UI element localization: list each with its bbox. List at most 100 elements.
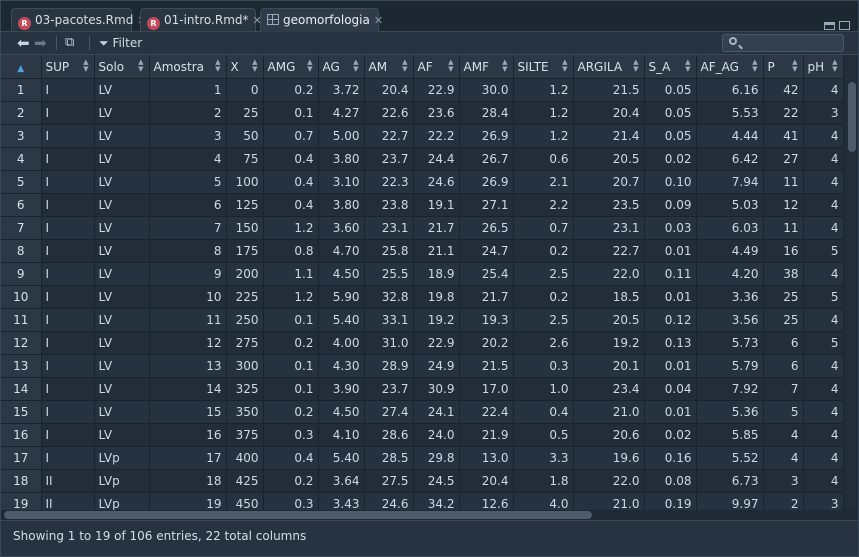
- table-row[interactable]: 1 I LV 1 0 0.2 3.72 20.4 22.9 30.0 1.2 21.5 0.05 6.16…: [1, 78, 844, 102]
- table-cell: 7.92: [696, 377, 764, 401]
- column-header[interactable]: AF_AG ▲ ▼: [696, 55, 764, 79]
- table-cell: 1.2: [263, 216, 319, 240]
- column-header[interactable]: AMG ▲ ▼: [263, 55, 319, 79]
- table-cell: 22.0: [573, 262, 645, 286]
- back-arrow-icon[interactable]: ⬅: [17, 34, 30, 52]
- table-cell: 22.9: [413, 331, 460, 355]
- row-number: 18: [1, 469, 42, 493]
- table-cell: 23.6: [413, 101, 460, 125]
- table-row[interactable]: 9 I LV 9 200 1.1 4.50 25.5 18.9 25.4 2.5 22.0 0.11 4.…: [1, 262, 844, 286]
- column-header[interactable]: AF ▲ ▼: [413, 55, 460, 79]
- table-cell: 0.01: [644, 354, 697, 378]
- table-row[interactable]: 6 I LV 6 125 0.4 3.80 23.8 19.1 27.1 2.2 23.5 0.09 5.…: [1, 193, 844, 217]
- table-cell: 150: [226, 216, 264, 240]
- table-row[interactable]: 2 I LV 2 25 0.1 4.27 22.6 23.6 28.4 1.2 20.4 0.05 5.5…: [1, 101, 844, 125]
- tab-geomorfologia[interactable]: geomorfologia ✕: [260, 8, 383, 32]
- table-cell: 25.8: [364, 239, 414, 263]
- column-header-label: AF: [417, 59, 433, 74]
- column-header-label: pH: [807, 59, 825, 74]
- table-body: 1 I LV 1 0 0.2 3.72 20.4 22.9 30.0 1.2 21.5 0.05 6.16…: [1, 78, 844, 510]
- table-cell: 26.5: [459, 216, 514, 240]
- sort-toggle-icon: ▲ ▼: [562, 58, 568, 73]
- table-cell: 4: [803, 78, 844, 102]
- table-cell: 8: [149, 239, 227, 263]
- table-cell: 25.5: [364, 262, 414, 286]
- sort-toggle-icon: ▲ ▼: [502, 58, 508, 73]
- table-cell: I: [41, 124, 95, 148]
- row-number-header[interactable]: ▲: [1, 55, 42, 79]
- column-header[interactable]: AMF ▲ ▼: [459, 55, 514, 79]
- table-cell: LV: [94, 193, 150, 217]
- table-row[interactable]: 15 I LV 15 350 0.2 4.50 27.4 24.1 22.4 0.4 21.0 0.01…: [1, 400, 844, 424]
- table-cell: 0.01: [644, 285, 697, 309]
- table-cell: 175: [226, 239, 264, 263]
- table-row[interactable]: 14 I LV 14 325 0.1 3.90 23.7 30.9 17.0 1.0 23.4 0.04…: [1, 377, 844, 401]
- table-cell: 22: [763, 101, 804, 125]
- table-row[interactable]: 13 I LV 13 300 0.1 4.30 28.9 24.9 21.5 0.3 20.1 0.01…: [1, 354, 844, 378]
- table-cell: 0.5: [513, 423, 574, 447]
- search-input[interactable]: [722, 34, 844, 52]
- column-header[interactable]: P ▲ ▼: [763, 55, 804, 79]
- close-icon[interactable]: ✕: [252, 14, 262, 27]
- tab-03-pacotes[interactable]: R03-pacotes.Rmd✕: [11, 8, 147, 31]
- table-row[interactable]: 7 I LV 7 150 1.2 3.60 23.1 21.7 26.5 0.7 23.1 0.03 6.…: [1, 216, 844, 240]
- maximize-icon[interactable]: [839, 21, 850, 30]
- column-header[interactable]: SUP ▲ ▼: [41, 55, 95, 79]
- table-row[interactable]: 4 I LV 4 75 0.4 3.80 23.7 24.4 26.7 0.6 20.5 0.02 6.4…: [1, 147, 844, 171]
- table-cell: 3.80: [318, 193, 365, 217]
- table-cell: 6.42: [696, 147, 764, 171]
- column-header[interactable]: ARGILA ▲ ▼: [573, 55, 645, 79]
- table-cell: I: [41, 147, 95, 171]
- table-cell: 0.1: [263, 377, 319, 401]
- table-cell: 14: [149, 377, 227, 401]
- table-cell: 27: [763, 147, 804, 171]
- horizontal-scrollbar[interactable]: [1, 510, 858, 520]
- sort-toggle-icon: ▲ ▼: [402, 58, 408, 73]
- filter-button[interactable]: ⏷ Filter: [99, 35, 142, 51]
- table-cell: 5: [803, 285, 844, 309]
- column-header[interactable]: AG ▲ ▼: [318, 55, 365, 79]
- column-header[interactable]: X ▲ ▼: [226, 55, 264, 79]
- column-header[interactable]: AM ▲ ▼: [364, 55, 414, 79]
- vertical-scroll-thumb[interactable]: [848, 82, 856, 152]
- column-header[interactable]: Solo ▲ ▼: [94, 55, 150, 79]
- table-cell: 1.1: [263, 262, 319, 286]
- close-icon[interactable]: ✕: [373, 14, 384, 27]
- table-cell: LV: [94, 101, 150, 125]
- table-cell: 0.01: [644, 239, 697, 263]
- table-cell: 4: [803, 446, 844, 470]
- table-cell: LVp: [94, 469, 150, 493]
- table-cell: 20.1: [573, 354, 645, 378]
- table-cell: 0.11: [644, 262, 697, 286]
- column-header[interactable]: pH ▲ ▼: [803, 55, 844, 79]
- table-cell: 0.13: [644, 331, 697, 355]
- table-row[interactable]: 17 I LVp 17 400 0.4 5.40 28.5 29.8 13.0 3.3 19.6 0.1…: [1, 446, 844, 470]
- tab-label: geomorfologia: [283, 13, 370, 27]
- horizontal-scroll-thumb[interactable]: [4, 511, 592, 519]
- table-cell: 50: [226, 124, 264, 148]
- column-header[interactable]: S_A ▲ ▼: [644, 55, 697, 79]
- vertical-scrollbar[interactable]: [846, 79, 858, 510]
- table-row[interactable]: 12 I LV 12 275 0.2 4.00 31.0 22.9 20.2 2.6 19.2 0.13…: [1, 331, 844, 355]
- table-row[interactable]: 5 I LV 5 100 0.4 3.10 22.3 24.6 26.9 2.1 20.7 0.10 7.…: [1, 170, 844, 194]
- popout-window-icon[interactable]: ⧉: [65, 35, 75, 50]
- table-row[interactable]: 18 II LVp 18 425 0.2 3.64 27.5 24.5 20.4 1.8 22.0 0.…: [1, 469, 844, 493]
- table-row[interactable]: 11 I LV 11 250 0.1 5.40 33.1 19.2 19.3 2.5 20.5 0.12…: [1, 308, 844, 332]
- column-header[interactable]: Amostra ▲ ▼: [149, 55, 227, 79]
- table-cell: I: [41, 216, 95, 240]
- table-cell: 22.6: [364, 101, 414, 125]
- tab-01-intro[interactable]: R 01-intro.Rmd* ✕: [140, 8, 262, 31]
- table-cell: 4: [803, 400, 844, 424]
- table-row[interactable]: 16 I LV 16 375 0.3 4.10 28.6 24.0 21.9 0.5 20.6 0.02…: [1, 423, 844, 447]
- table-cell: 11: [149, 308, 227, 332]
- table-cell: 225: [226, 285, 264, 309]
- table-cell: 1.8: [513, 469, 574, 493]
- sort-toggle-icon: ▲ ▼: [685, 58, 691, 73]
- forward-arrow-icon[interactable]: ➡: [34, 34, 47, 52]
- table-row[interactable]: 10 I LV 10 225 1.2 5.90 32.8 19.8 21.7 0.2 18.5 0.01…: [1, 285, 844, 309]
- table-row[interactable]: 19 II LVp 19 450 0.3 3.43 24.6 34.2 12.6 4.0 21.0 0.…: [1, 492, 844, 510]
- table-row[interactable]: 3 I LV 3 50 0.7 5.00 22.7 22.2 26.9 1.2 21.4 0.05 4.4…: [1, 124, 844, 148]
- minimize-icon[interactable]: [824, 22, 835, 30]
- table-row[interactable]: 8 I LV 8 175 0.8 4.70 25.8 21.1 24.7 0.2 22.7 0.01 4.…: [1, 239, 844, 263]
- column-header[interactable]: SILTE ▲ ▼: [513, 55, 574, 79]
